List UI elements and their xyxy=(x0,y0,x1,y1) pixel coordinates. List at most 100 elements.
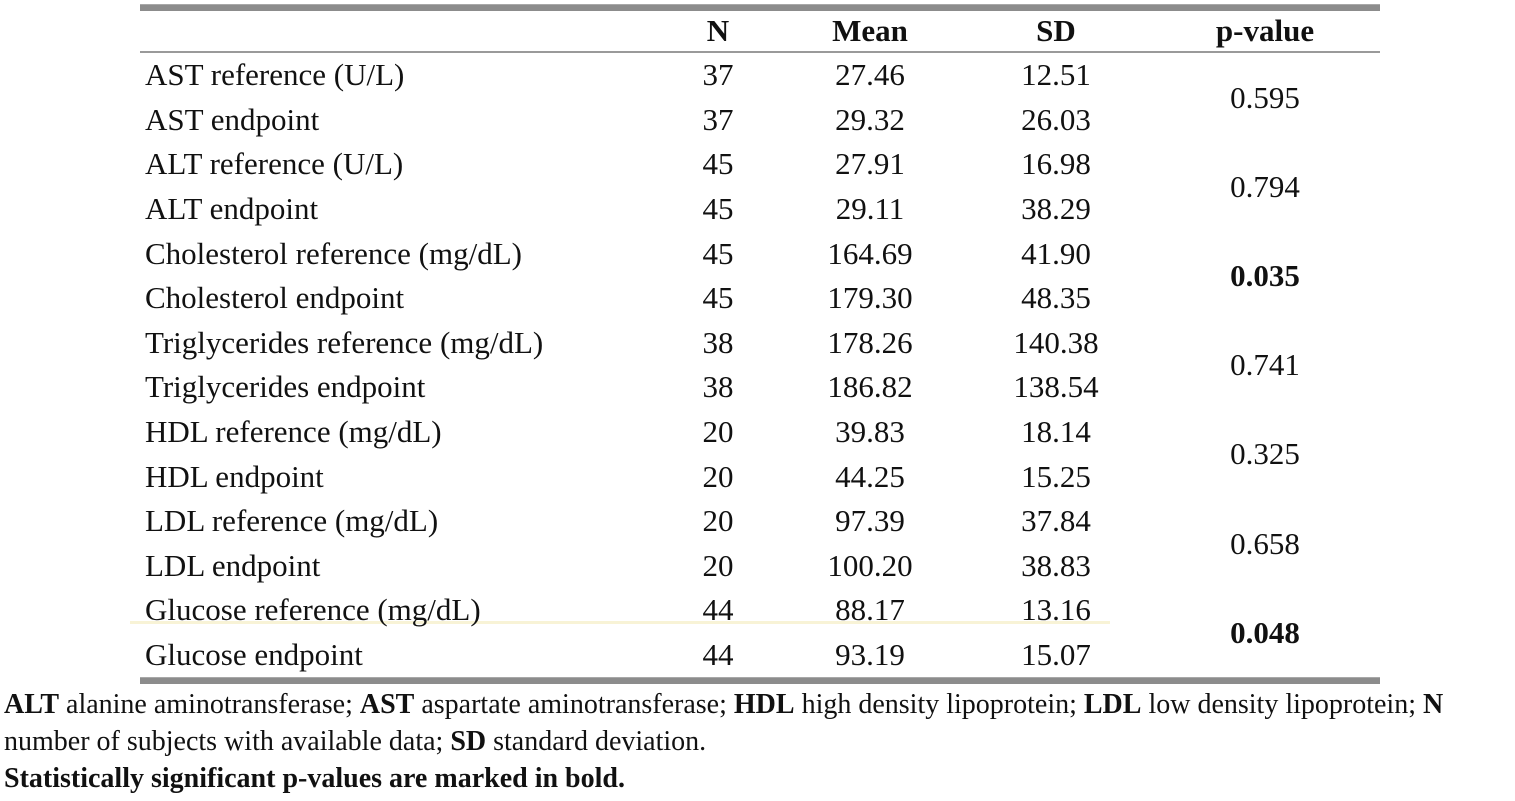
header-n: N xyxy=(658,11,778,53)
p-value: 0.325 xyxy=(1230,436,1300,472)
mean-value: 44.25 xyxy=(835,458,905,494)
sd-value: 38.29 xyxy=(1021,191,1091,227)
row-label: Glucose endpoint xyxy=(145,637,363,673)
table-footnotes: ALT alanine aminotransferase; AST aspart… xyxy=(4,686,1509,797)
header-mean: Mean xyxy=(778,11,962,53)
mean-value: 27.46 xyxy=(835,57,905,93)
table-row: Triglycerides endpoint 38 186.82 138.54 xyxy=(140,365,1380,410)
sd-value: 140.38 xyxy=(1013,324,1099,360)
table-row: AST endpoint 37 29.32 26.03 xyxy=(140,98,1380,143)
table-top-rule xyxy=(140,4,1380,11)
table-row: Glucose endpoint 44 93.19 15.07 xyxy=(140,633,1380,678)
table-row: Triglycerides reference (mg/dL) 38 178.2… xyxy=(140,321,1380,382)
abbrev-segment: high density lipoprotein; xyxy=(794,689,1084,720)
mean-value: 39.83 xyxy=(835,414,905,450)
row-label: LDL endpoint xyxy=(145,547,321,583)
sd-value: 13.16 xyxy=(1021,592,1091,628)
mean-value: 178.26 xyxy=(827,324,913,360)
table-row: Glucose reference (mg/dL) 44 88.17 13.16… xyxy=(140,588,1380,649)
mean-value: 29.32 xyxy=(835,101,905,137)
table-row: Cholesterol endpoint 45 179.30 48.35 xyxy=(140,276,1380,321)
abbreviations-note: ALT alanine aminotransferase; AST aspart… xyxy=(4,686,1509,760)
sd-value: 26.03 xyxy=(1021,101,1091,137)
row-label: AST endpoint xyxy=(145,101,320,137)
sd-value: 15.25 xyxy=(1021,458,1091,494)
abbrev-segment: alanine aminotransferase; xyxy=(59,689,360,720)
sd-value: 138.54 xyxy=(1013,369,1099,405)
header-row: N Mean SD p-value xyxy=(140,11,1380,53)
row-label: Triglycerides reference (mg/dL) xyxy=(145,324,544,360)
table-row: AST reference (U/L) 37 27.46 12.51 0.595 xyxy=(140,52,1380,114)
n-value: 20 xyxy=(702,458,734,494)
table-row: HDL reference (mg/dL) 20 39.83 18.14 0.3… xyxy=(140,410,1380,471)
n-value: 44 xyxy=(702,592,734,628)
n-value: 38 xyxy=(702,369,734,405)
row-label: HDL reference (mg/dL) xyxy=(145,414,442,450)
header-sd: SD xyxy=(962,11,1150,53)
abbrev-segment: N xyxy=(1422,689,1444,720)
p-value: 0.741 xyxy=(1230,347,1300,383)
row-label: ALT endpoint xyxy=(145,191,319,227)
p-value: 0.048 xyxy=(1230,614,1300,650)
mean-value: 27.91 xyxy=(835,146,905,182)
mean-value: 164.69 xyxy=(827,235,913,271)
abbrev-segment: number of subjects with available data; xyxy=(4,726,451,757)
abbrev-segment: standard deviation. xyxy=(486,726,707,757)
header-label xyxy=(140,11,658,53)
table-row: LDL reference (mg/dL) 20 97.39 37.84 0.6… xyxy=(140,499,1380,560)
table-row: LDL endpoint 20 100.20 38.83 xyxy=(140,544,1380,589)
sd-value: 12.51 xyxy=(1021,57,1091,93)
row-label: HDL endpoint xyxy=(145,458,324,494)
lab-values-table-wrap: N Mean SD p-value AST reference (U/L) 37… xyxy=(140,4,1380,685)
row-label: Glucose reference (mg/dL) xyxy=(145,592,481,628)
n-value: 20 xyxy=(702,503,734,539)
abbrev-segment: HDL xyxy=(733,689,795,720)
abbrev-segment: LDL xyxy=(1083,689,1142,720)
n-value: 38 xyxy=(702,324,734,360)
sd-value: 16.98 xyxy=(1021,146,1091,182)
glucose-row-highlight-line xyxy=(130,621,1110,624)
n-value: 37 xyxy=(702,101,734,137)
row-label: Cholesterol endpoint xyxy=(145,280,405,316)
sd-value: 37.84 xyxy=(1021,503,1091,539)
n-value: 45 xyxy=(702,280,734,316)
mean-value: 186.82 xyxy=(827,369,913,405)
mean-value: 88.17 xyxy=(835,592,905,628)
abbrev-segment: AST xyxy=(359,689,415,720)
table-row: Cholesterol reference (mg/dL) 45 164.69 … xyxy=(140,231,1380,293)
n-value: 44 xyxy=(702,637,734,673)
p-value: 0.035 xyxy=(1230,257,1300,293)
abbrev-segment: aspartate aminotransferase; xyxy=(414,689,734,720)
sd-value: 18.14 xyxy=(1021,414,1091,450)
row-label: LDL reference (mg/dL) xyxy=(145,503,439,539)
row-label: AST reference (U/L) xyxy=(145,57,405,93)
mean-value: 29.11 xyxy=(835,191,905,227)
table-row: ALT endpoint 45 29.11 38.29 xyxy=(140,187,1380,232)
sd-value: 48.35 xyxy=(1021,280,1091,316)
table-bottom-rule xyxy=(140,677,1380,685)
p-value: 0.595 xyxy=(1230,79,1300,115)
mean-value: 93.19 xyxy=(835,637,905,673)
mean-value: 100.20 xyxy=(827,547,913,583)
n-value: 20 xyxy=(702,547,734,583)
abbrev-segment: SD xyxy=(450,726,487,757)
sd-value: 41.90 xyxy=(1021,235,1091,271)
significance-note: Statistically significant p-values are m… xyxy=(4,763,625,794)
mean-value: 97.39 xyxy=(835,503,905,539)
n-value: 45 xyxy=(702,146,734,182)
n-value: 45 xyxy=(702,191,734,227)
sd-value: 38.83 xyxy=(1021,547,1091,583)
sd-value: 15.07 xyxy=(1021,637,1091,673)
n-value: 37 xyxy=(702,57,734,93)
row-label: Cholesterol reference (mg/dL) xyxy=(145,235,522,271)
table-row: HDL endpoint 20 44.25 15.25 xyxy=(140,454,1380,499)
p-value: 0.794 xyxy=(1230,168,1300,204)
n-value: 20 xyxy=(702,414,734,450)
row-label: ALT reference (U/L) xyxy=(145,146,404,182)
table-row: ALT reference (U/L) 45 27.91 16.98 0.794 xyxy=(140,142,1380,203)
lab-values-table: N Mean SD p-value AST reference (U/L) 37… xyxy=(140,11,1380,677)
mean-value: 179.30 xyxy=(827,280,913,316)
header-p-value: p-value xyxy=(1150,11,1380,53)
n-value: 45 xyxy=(702,235,734,271)
